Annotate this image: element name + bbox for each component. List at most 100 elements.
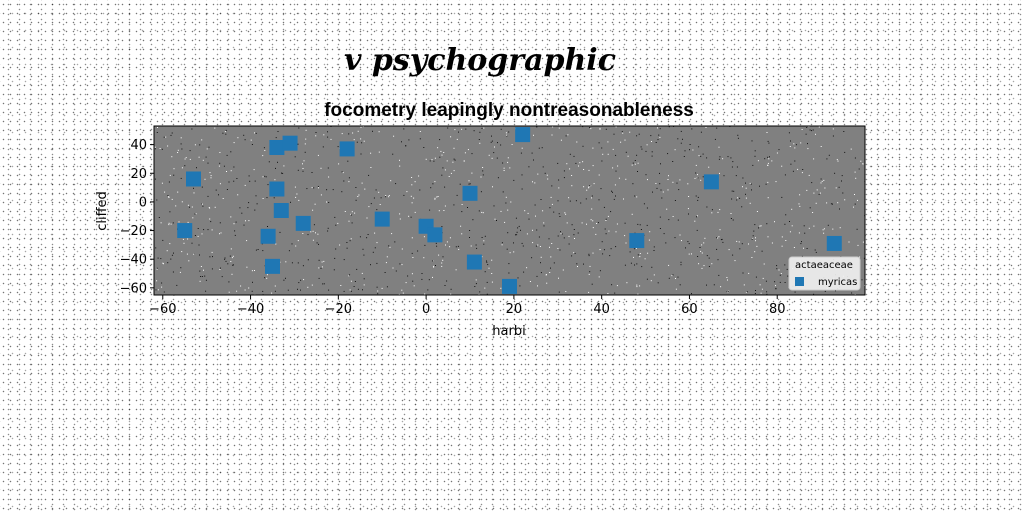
noise-dot [362,289,363,291]
noise-dot [798,232,800,234]
noise-dot [211,229,213,231]
noise-dot [834,172,836,174]
noise-dot [546,174,548,176]
noise-dot [726,277,728,278]
noise-dot [444,169,446,171]
legend-entry-myricas: myricas [818,277,857,288]
noise-dot [455,246,457,248]
noise-dot [156,268,158,270]
noise-dot [401,248,403,250]
noise-dot [682,138,683,140]
noise-dot [394,241,396,243]
noise-dot [487,264,489,266]
noise-dot [209,207,211,209]
noise-dot [603,249,605,251]
noise-dot [273,197,275,199]
noise-dot [305,138,307,140]
noise-dot [736,199,738,201]
noise-dot [767,162,769,164]
noise-dot [300,279,302,281]
noise-dot [399,263,401,265]
noise-dot [668,126,670,128]
noise-dot [263,147,265,149]
noise-dot [346,247,348,249]
noise-dot [366,217,368,219]
noise-dot [622,132,624,134]
legend-marker [795,277,804,286]
noise-dot [320,194,322,196]
noise-dot [246,266,248,268]
noise-dot [254,132,255,134]
noise-dot [211,268,213,270]
noise-dot [437,196,439,197]
noise-dot [863,257,865,259]
data-point [260,228,276,244]
noise-dot [227,263,229,265]
noise-dot [576,263,578,265]
noise-dot [283,279,285,281]
noise-dot [515,234,516,236]
noise-dot [302,170,304,172]
noise-dot [398,293,400,295]
noise-dot [199,270,201,272]
noise-dot [233,264,234,266]
noise-dot [646,278,648,280]
noise-dot [267,226,268,227]
noise-dot [651,155,653,157]
noise-dot [818,126,820,128]
noise-dot [249,180,251,182]
noise-dot [751,238,753,240]
noise-dot [588,255,590,257]
noise-dot [314,203,316,205]
noise-dot [679,284,681,286]
noise-dot [380,197,382,199]
noise-dot [231,257,233,259]
noise-dot [730,157,732,159]
noise-dot [826,158,828,160]
noise-dot [634,163,636,165]
noise-dot [491,281,493,283]
noise-dot [413,285,415,287]
noise-dot [334,216,336,218]
noise-dot [411,252,413,254]
noise-dot [166,250,168,252]
noise-dot [661,197,663,199]
noise-dot [357,288,359,290]
noise-dot [262,250,264,252]
noise-dot [582,126,584,128]
noise-dot [202,205,204,207]
noise-dot [637,171,638,172]
data-point [427,227,443,243]
noise-dot [663,233,665,235]
noise-dot [680,130,682,132]
noise-dot [315,135,317,137]
noise-dot [857,244,859,246]
noise-dot [748,243,749,245]
noise-dot [779,281,781,283]
noise-dot [542,210,544,212]
noise-dot [491,157,493,159]
noise-dot [282,172,284,174]
noise-dot [181,148,183,150]
noise-dot [419,138,421,140]
noise-dot [266,197,268,199]
noise-dot [463,160,465,162]
noise-dot [571,185,573,187]
noise-dot [442,256,444,258]
noise-dot [617,165,619,167]
noise-dot [202,159,204,161]
noise-dot [767,236,769,238]
noise-dot [749,182,751,184]
noise-dot [775,181,777,183]
noise-dot [509,167,511,169]
noise-dot [298,282,300,284]
noise-dot [768,158,770,160]
noise-dot [434,197,436,199]
noise-dot [346,242,348,243]
noise-dot [841,175,843,177]
noise-dot [496,220,497,221]
noise-dot [316,242,318,244]
noise-dot [639,256,641,258]
noise-dot [813,225,815,227]
noise-dot [736,240,738,242]
